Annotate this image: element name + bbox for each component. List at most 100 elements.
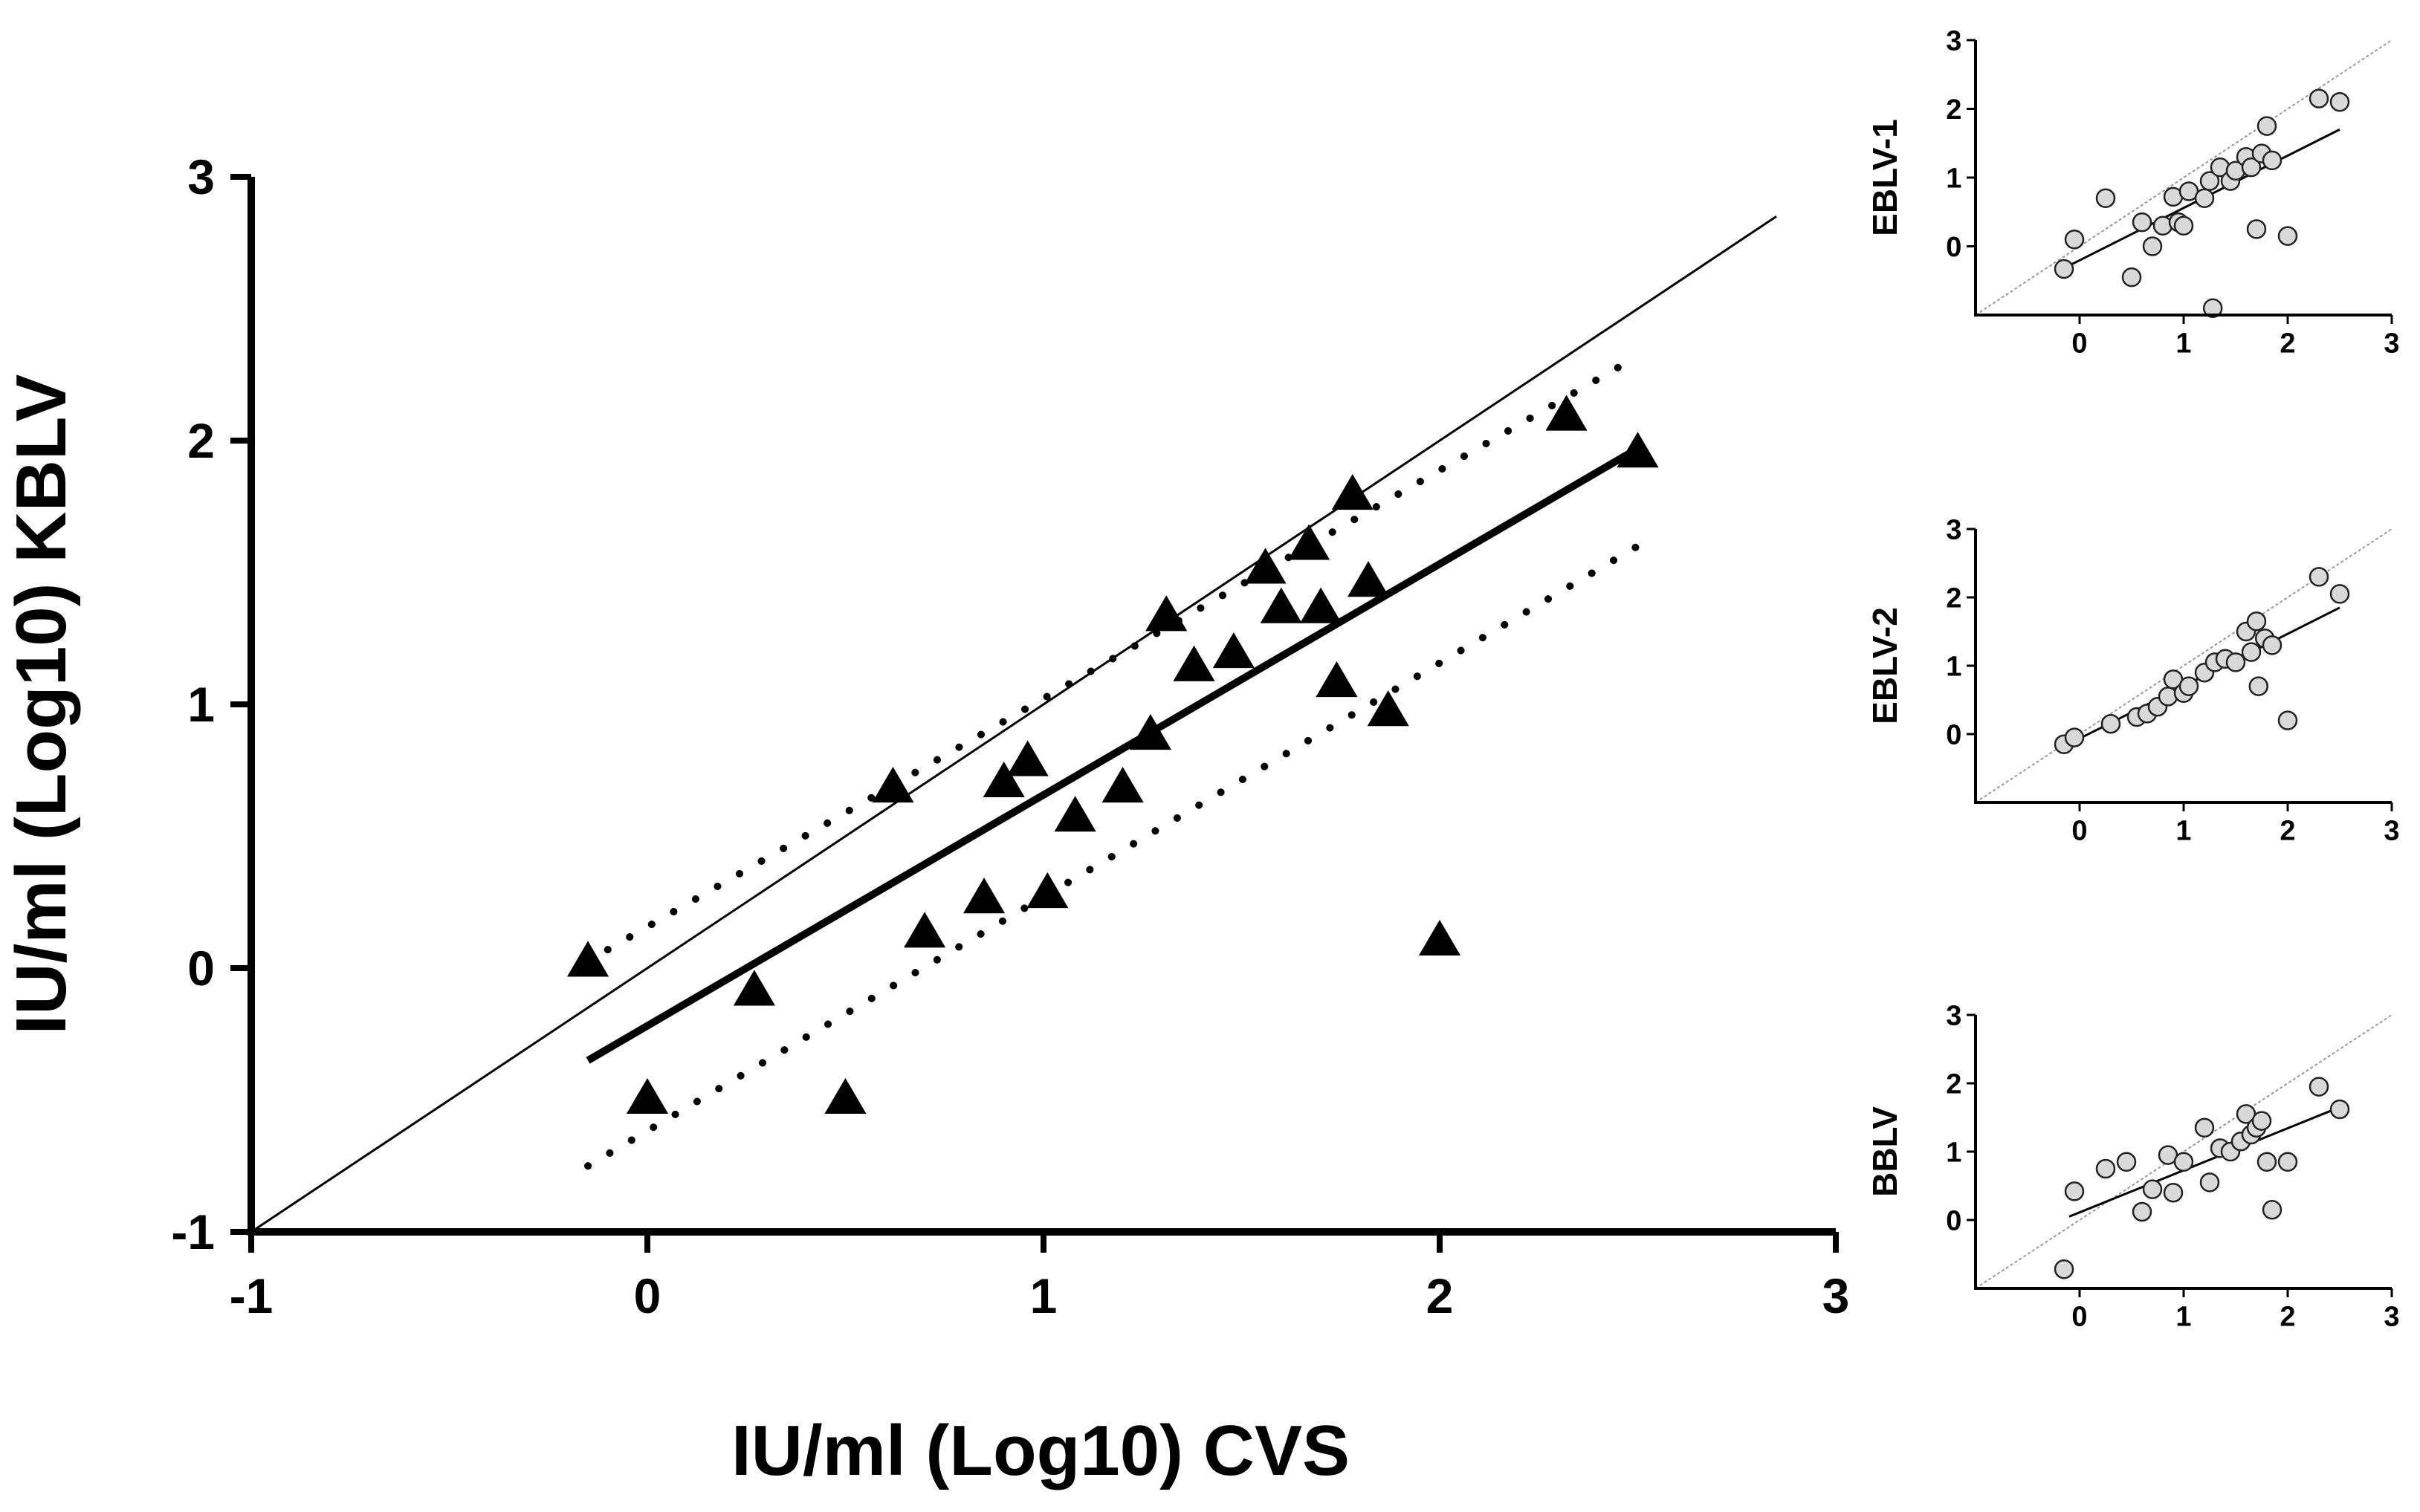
data-point (904, 912, 946, 948)
y-tick-label: 3 (1946, 25, 1961, 56)
data-point (2173, 215, 2194, 236)
x-tick-label: 1 (2175, 815, 2191, 846)
data-point (2173, 1152, 2194, 1172)
data-point (2199, 171, 2220, 191)
x-axis-title: IU/ml (Log10) CVS (731, 1411, 1350, 1490)
y-tick-label: 2 (1946, 94, 1961, 126)
data-point (2132, 1201, 2152, 1222)
data-point (1347, 561, 1390, 597)
data-point (2262, 150, 2282, 171)
data-point (1129, 714, 1171, 750)
y-tick-label: 3 (187, 149, 215, 204)
data-point (2194, 188, 2215, 208)
inset-2-panel: 0 1 2 3 0 1 2 3 EBLV-2 (1866, 514, 2400, 846)
data-point (2277, 710, 2298, 730)
confidence-lower-line (584, 542, 1642, 1170)
data-point (2329, 92, 2350, 112)
data-point (1367, 690, 1409, 727)
y-tick-label: 0 (1946, 719, 1961, 750)
data-point (1101, 767, 1144, 803)
data-point (2309, 1077, 2329, 1097)
x-tick-label: 0 (634, 1268, 661, 1323)
data-point (2277, 226, 2298, 246)
y-tick-label: 0 (1946, 1205, 1961, 1236)
identity-line (250, 215, 1777, 1233)
x-tick-label: 0 (2071, 815, 2087, 846)
data-point (2142, 236, 2163, 256)
data-point (824, 1077, 867, 1114)
data-point (2178, 676, 2199, 696)
regression-line (2068, 1106, 2340, 1218)
data-point (2163, 1182, 2184, 1203)
data-point (2309, 567, 2329, 587)
y-tick-label: 1 (1946, 651, 1961, 682)
data-point (2329, 1099, 2350, 1120)
main-panel: -1 0 1 2 3 -1 0 1 2 3 IU/ml (Log10) CVS IU/ml (Log1… (1, 149, 1849, 1490)
y-tick-label: 1 (187, 677, 215, 732)
data-point (2309, 88, 2329, 108)
data-point (962, 877, 1006, 914)
x-tick-label: 3 (2384, 328, 2399, 359)
x-tick-label: 3 (2384, 1301, 2399, 1332)
data-point (1288, 524, 1330, 560)
data-point (1418, 919, 1461, 956)
data-point (2095, 1158, 2116, 1179)
y-axis-title: IU/ml (Log10) KBLV (1, 374, 81, 1035)
data-point (2100, 713, 2121, 734)
data-point (2248, 676, 2269, 696)
x-tick-label: 2 (2280, 815, 2295, 846)
x-tick-label: 2 (2280, 328, 2295, 359)
y-tick-label: 0 (1946, 232, 1961, 263)
data-point (733, 970, 775, 1006)
data-point (2121, 267, 2142, 288)
data-point (2241, 157, 2262, 178)
data-point (1212, 632, 1255, 669)
data-point (2277, 1152, 2298, 1172)
data-point (872, 767, 914, 803)
data-point (2132, 212, 2152, 233)
data-point (2256, 116, 2277, 136)
data-point (2095, 188, 2116, 208)
data-point (1300, 587, 1342, 623)
x-tick-label: 2 (2280, 1301, 2295, 1332)
data-point (2202, 298, 2223, 318)
x-tick-label: 1 (2175, 328, 2191, 359)
x-tick-label: 0 (2071, 328, 2087, 359)
y-axis-title: EBLV-2 (1866, 607, 1904, 724)
data-point (2142, 1179, 2163, 1199)
data-point (1260, 587, 1302, 623)
confidence-upper-line (604, 352, 1642, 954)
data-point (1145, 595, 1188, 632)
y-tick-label: 2 (1946, 583, 1961, 614)
data-point (566, 941, 609, 977)
data-point (1316, 661, 1358, 698)
data-point (1244, 548, 1287, 584)
data-point (2262, 1199, 2282, 1220)
data-point (2116, 1152, 2137, 1172)
data-point (2329, 584, 2350, 604)
y-tick-label: 3 (1946, 1000, 1961, 1031)
y-axis-title: BBLV (1866, 1106, 1904, 1197)
data-point (1545, 395, 1588, 431)
inset-3-panel: 0 1 2 3 0 1 2 3 BBLV (1866, 1000, 2400, 1332)
data-point (1331, 474, 1374, 510)
y-tick-label: 0 (187, 941, 215, 996)
data-point (2246, 219, 2267, 239)
data-point (2054, 1259, 2074, 1279)
data-point (2256, 1152, 2277, 1172)
data-point (2262, 635, 2282, 655)
data-point (983, 761, 1025, 798)
data-point (2225, 652, 2246, 672)
x-tick-label: 1 (1030, 1268, 1058, 1323)
data-point (2054, 259, 2074, 279)
y-tick-label: 3 (1946, 514, 1961, 545)
inset-1-panel: 0 1 2 3 0 1 2 3 EBLV-1 (1866, 25, 2400, 359)
data-point (1173, 645, 1215, 681)
data-point (2064, 230, 2085, 250)
y-tick-label: 1 (1946, 1137, 1961, 1168)
x-tick-label: -1 (230, 1268, 274, 1323)
data-point (1006, 740, 1049, 776)
y-axis-title: EBLV-1 (1866, 119, 1904, 236)
y-tick-label: -1 (171, 1204, 215, 1259)
x-tick-label: 2 (1426, 1268, 1454, 1323)
